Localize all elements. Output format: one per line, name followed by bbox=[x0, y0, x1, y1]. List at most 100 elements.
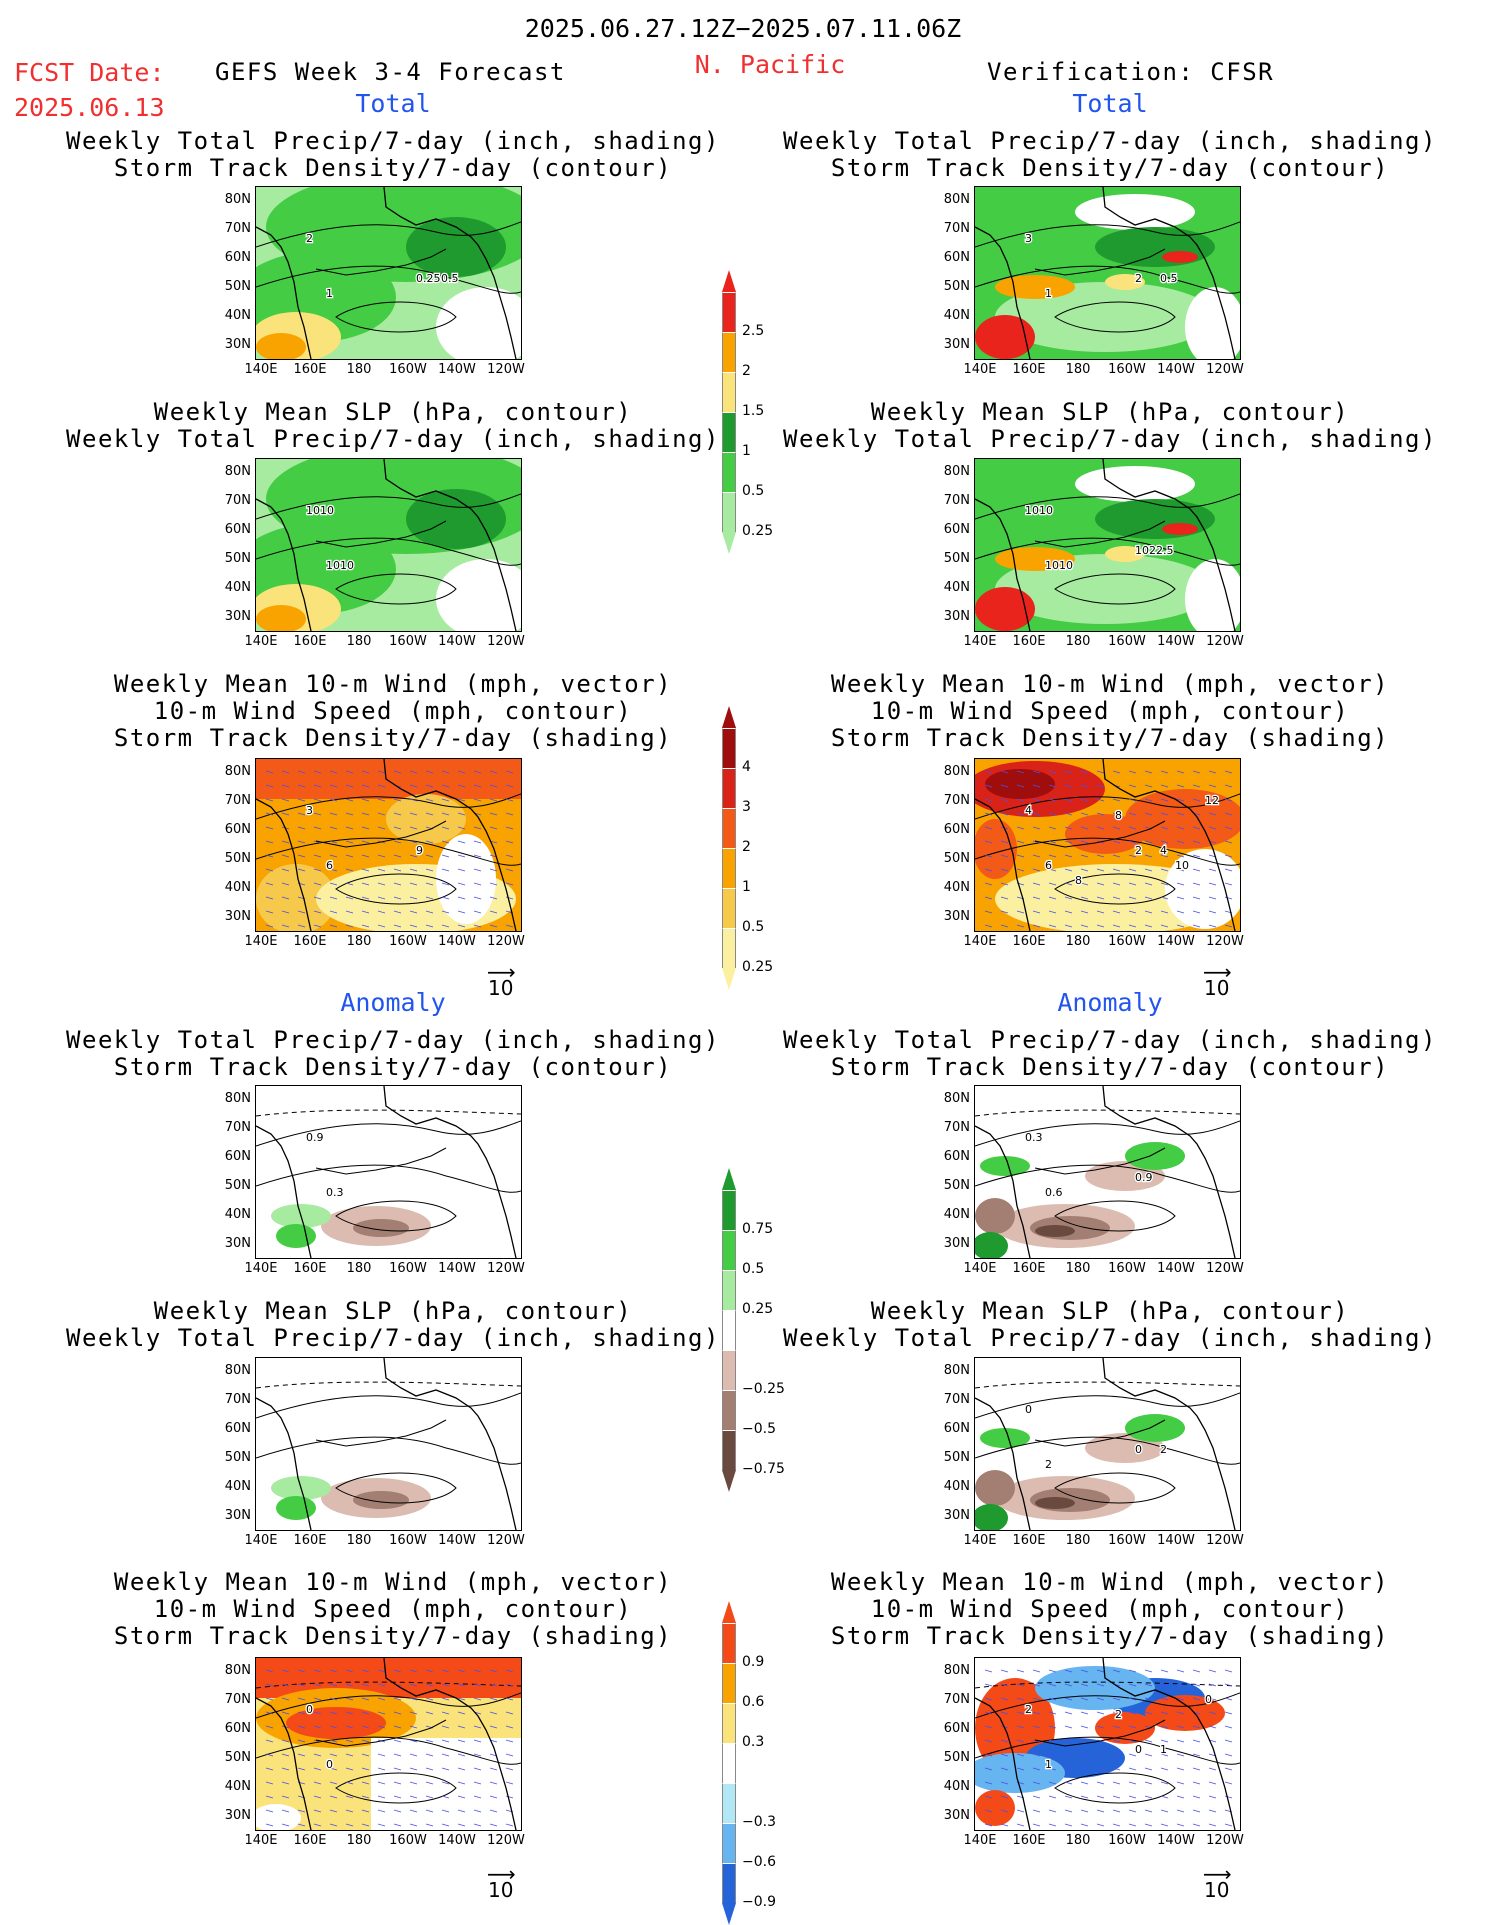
wind-vector bbox=[409, 1739, 418, 1743]
wind-vector bbox=[425, 798, 434, 802]
contour-label: 4 bbox=[1160, 844, 1167, 857]
colorbar-segment bbox=[722, 1430, 736, 1470]
panel-title: Storm Track Density/7-day (shading) bbox=[113, 1622, 673, 1650]
wind-vector bbox=[457, 854, 466, 858]
wind-vector bbox=[1160, 1795, 1169, 1799]
wind-vector bbox=[1112, 896, 1121, 900]
lat-tick-label: 30N bbox=[943, 1808, 970, 1823]
lon-tick-label: 140W bbox=[1157, 1533, 1195, 1548]
wind-vector bbox=[393, 1725, 402, 1729]
wind-vector bbox=[361, 812, 370, 816]
contour-line bbox=[975, 837, 1240, 866]
wind-vector bbox=[1032, 896, 1041, 900]
wind-vector bbox=[1176, 1725, 1185, 1729]
lat-tick-label: 80N bbox=[224, 1663, 251, 1678]
contour-line bbox=[975, 1436, 1240, 1465]
shade-area bbox=[985, 769, 1055, 799]
wind-vector bbox=[505, 854, 514, 858]
lon-tick-label: 140E bbox=[963, 1261, 997, 1276]
wind-vector bbox=[489, 896, 498, 900]
wind-vector bbox=[1064, 1809, 1073, 1813]
wind-vector bbox=[1112, 1739, 1121, 1743]
wind-vector bbox=[1224, 798, 1233, 802]
coastline bbox=[1034, 248, 1166, 276]
wind-vector bbox=[297, 812, 306, 816]
wind-vector bbox=[265, 896, 274, 900]
coastline bbox=[975, 1125, 1031, 1258]
contour-label: 3 bbox=[1025, 232, 1032, 245]
wind-vector bbox=[377, 1753, 386, 1757]
panel-title: 10-m Wind Speed (mph, contour) bbox=[870, 1595, 1350, 1623]
wind-vector bbox=[297, 854, 306, 858]
colorbar-segment bbox=[722, 372, 736, 412]
wind-vector bbox=[1160, 1781, 1169, 1785]
wind-vector bbox=[361, 854, 370, 858]
colorbar-label: 3 bbox=[742, 799, 751, 815]
wind-vector bbox=[1032, 924, 1041, 928]
wind-vector bbox=[425, 1697, 434, 1701]
wind-vector bbox=[441, 812, 450, 816]
contour-label: 0 bbox=[1205, 1693, 1212, 1706]
coastline bbox=[1034, 1147, 1166, 1175]
wind-vector bbox=[1048, 784, 1057, 788]
wind-vector bbox=[361, 1739, 370, 1743]
contour-line bbox=[256, 221, 521, 248]
lat-tick-label: 60N bbox=[943, 250, 970, 265]
wind-vector bbox=[473, 1795, 482, 1799]
wind-vector bbox=[1048, 770, 1057, 774]
wind-vector bbox=[345, 1753, 354, 1757]
lat-tick-label: 40N bbox=[224, 308, 251, 323]
wind-vector bbox=[425, 1753, 434, 1757]
wind-vector bbox=[1000, 1739, 1009, 1743]
wind-vector bbox=[1224, 770, 1233, 774]
wind-vector bbox=[441, 924, 450, 928]
wind-vector bbox=[1080, 882, 1089, 886]
lon-tick-label: 160W bbox=[1108, 1261, 1146, 1276]
coastline bbox=[315, 1719, 447, 1747]
lon-tick-label: 140E bbox=[963, 634, 997, 649]
colorbar-arrow-bottom bbox=[722, 968, 736, 990]
wind-vector bbox=[281, 1753, 290, 1757]
panel-title: Weekly Mean 10-m Wind (mph, vector) bbox=[830, 670, 1390, 698]
wind-vector bbox=[1112, 826, 1121, 830]
lon-tick-label: 120W bbox=[487, 634, 525, 649]
wind-vector bbox=[1032, 1683, 1041, 1687]
lat-tick-label: 50N bbox=[943, 851, 970, 866]
wind-vector bbox=[1064, 1767, 1073, 1771]
wind-vector bbox=[1096, 1781, 1105, 1785]
wind-vector bbox=[1112, 882, 1121, 886]
wind-vector bbox=[393, 910, 402, 914]
colorbar-arrow-top bbox=[722, 270, 736, 292]
lat-tick-label: 50N bbox=[943, 1178, 970, 1193]
lat-tick-label: 40N bbox=[943, 880, 970, 895]
wind-vector bbox=[1000, 910, 1009, 914]
shade-area bbox=[975, 1790, 1015, 1826]
wind-vector bbox=[984, 868, 993, 872]
wind-vector bbox=[425, 784, 434, 788]
wind-vector bbox=[473, 1683, 482, 1687]
wind-vector bbox=[1080, 910, 1089, 914]
wind-vector bbox=[473, 868, 482, 872]
fcst-date-value: 2025.06.13 bbox=[14, 93, 165, 122]
wind-vector bbox=[984, 1683, 993, 1687]
wind-vector bbox=[984, 812, 993, 816]
wind-vector bbox=[1016, 1753, 1025, 1757]
wind-vector bbox=[1080, 1781, 1089, 1785]
wind-vector bbox=[393, 896, 402, 900]
wind-vector bbox=[1032, 826, 1041, 830]
contour-line bbox=[975, 537, 1240, 566]
shade-area bbox=[406, 217, 506, 277]
wind-vector bbox=[505, 868, 514, 872]
wind-vector bbox=[1208, 770, 1217, 774]
wind-vector bbox=[409, 882, 418, 886]
vector-ref-label: 10 bbox=[1204, 976, 1230, 1000]
wind-vector bbox=[1208, 812, 1217, 816]
wind-vector bbox=[1144, 854, 1153, 858]
shade-area bbox=[436, 287, 521, 359]
wind-vector bbox=[377, 1683, 386, 1687]
wind-vector bbox=[441, 1697, 450, 1701]
shade-area bbox=[995, 282, 1215, 352]
wind-vector bbox=[1000, 840, 1009, 844]
wind-vector bbox=[1064, 798, 1073, 802]
lat-tick-label: 60N bbox=[943, 822, 970, 837]
